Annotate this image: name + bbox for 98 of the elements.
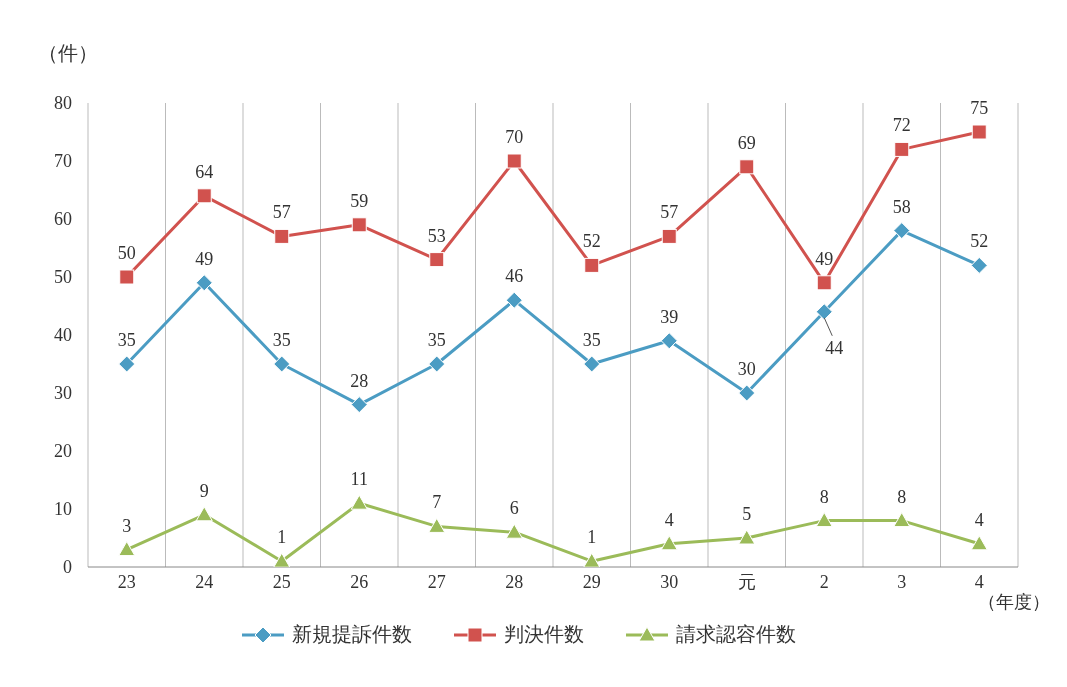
x-tick-label: 2: [819, 571, 829, 592]
y-axis-title: （件）: [38, 41, 98, 66]
data-label: 7: [432, 492, 442, 513]
x-tick-label: 25: [272, 571, 291, 592]
x-tick-label: 29: [582, 571, 601, 592]
legend-label: 判決件数: [503, 622, 584, 647]
point: [119, 269, 135, 285]
x-tick-label: 元: [737, 571, 756, 592]
y-tick-label: 70: [54, 151, 72, 172]
data-label: 52: [970, 231, 989, 252]
point: [583, 552, 601, 567]
point: [661, 228, 677, 244]
data-label: 46: [505, 266, 524, 287]
data-label: 35: [582, 330, 601, 350]
data-label: 1: [277, 527, 287, 548]
point: [660, 535, 678, 551]
data-label: 64: [195, 161, 214, 182]
data-label: 5: [742, 504, 752, 524]
data-label: 28: [350, 370, 369, 391]
data-label: 8: [819, 486, 829, 507]
data-label: 9: [199, 480, 209, 501]
data-label: 49: [195, 248, 214, 269]
x-tick-label: 28: [505, 571, 524, 592]
x-tick-label: 26: [350, 571, 369, 592]
point: [893, 512, 911, 528]
data-label: 30: [737, 359, 756, 379]
point: [894, 141, 910, 157]
point: [739, 159, 755, 175]
x-tick-label: 24: [195, 571, 214, 592]
data-label: 75: [970, 98, 989, 118]
point: [351, 217, 367, 233]
point: [273, 552, 291, 567]
data-label: 3: [122, 515, 132, 536]
point: [815, 303, 833, 321]
x-tick-label: 4: [974, 571, 984, 592]
data-label: 49: [815, 248, 834, 269]
data-label: 70: [505, 127, 524, 147]
data-label: 72: [892, 115, 911, 136]
data-label: 58: [892, 196, 911, 217]
point: [506, 153, 522, 169]
point: [815, 512, 833, 528]
data-label: 57: [272, 202, 291, 223]
data-label: 69: [737, 132, 756, 153]
x-tick-label: 3: [897, 571, 907, 592]
point: [816, 275, 832, 291]
data-label: 44: [825, 337, 844, 358]
y-tick-label: 50: [54, 267, 72, 288]
point: [738, 529, 756, 545]
data-label: 6: [509, 498, 519, 519]
point: [350, 396, 368, 414]
point: [893, 222, 911, 240]
point: [350, 494, 368, 510]
point: [505, 523, 523, 539]
data-label: 57: [660, 202, 679, 223]
y-tick-label: 0: [63, 557, 72, 578]
point: [738, 384, 756, 402]
data-label: 11: [350, 469, 368, 490]
x-tick-label: 30: [660, 571, 679, 592]
y-tick-label: 20: [54, 441, 72, 462]
point: [195, 274, 213, 292]
point: [273, 355, 291, 373]
point: [196, 188, 212, 204]
data-label: 59: [350, 190, 369, 211]
point: [274, 228, 290, 244]
data-label: 35: [117, 330, 136, 350]
point: [195, 506, 213, 522]
x-axis-title: （年度）: [978, 591, 1050, 614]
data-label: 1: [587, 527, 597, 548]
legend-label: 請求認容件数: [675, 622, 796, 647]
y-tick-label: 30: [54, 383, 72, 404]
point: [970, 535, 988, 551]
x-tick-label: 23: [117, 571, 136, 592]
point: [971, 124, 987, 140]
data-label: 39: [660, 306, 679, 327]
point: [428, 355, 446, 373]
point: [118, 541, 136, 557]
data-label: 8: [897, 486, 907, 507]
point: [970, 256, 988, 274]
y-tick-label: 10: [54, 499, 72, 520]
data-label: 35: [272, 330, 291, 350]
point: [660, 332, 678, 350]
data-label: 4: [974, 509, 984, 530]
x-tick-label: 27: [427, 571, 446, 592]
y-tick-label: 60: [54, 209, 72, 230]
data-label: 50: [117, 243, 136, 263]
point: [583, 355, 601, 373]
legend-label: 新規提訴件数: [291, 622, 412, 647]
point: [428, 517, 446, 533]
data-label: 4: [664, 509, 674, 530]
data-label: 53: [427, 225, 446, 246]
y-tick-label: 40: [54, 325, 72, 346]
data-label: 52: [582, 231, 601, 252]
data-label: 35: [427, 330, 446, 350]
point: [429, 252, 445, 268]
y-tick-label: 80: [54, 93, 72, 114]
point: [505, 291, 523, 309]
point: [584, 257, 600, 273]
point: [118, 355, 136, 373]
